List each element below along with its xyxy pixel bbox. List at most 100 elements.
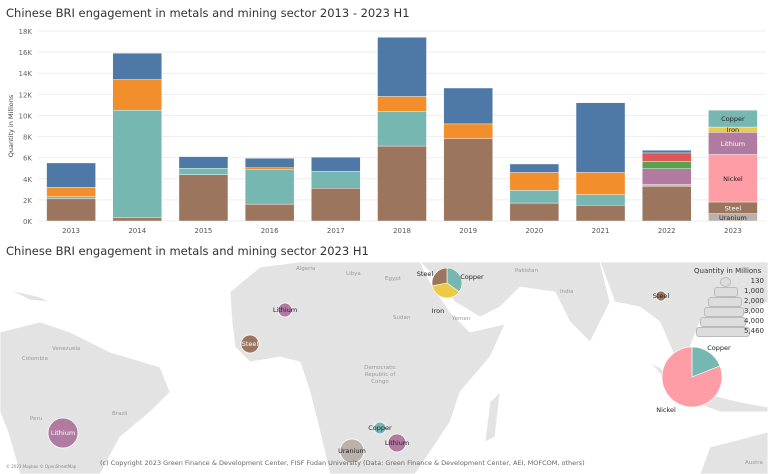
pie-label: Copper	[460, 273, 484, 281]
map-basemap	[0, 262, 768, 474]
x-tick-label: 2019	[459, 227, 477, 235]
bar-segment-2017-blue[interactable]	[311, 156, 361, 172]
bar-segment-2019-orange[interactable]	[443, 123, 493, 139]
x-tick-label: 2022	[658, 227, 676, 235]
land-madagascar	[484, 390, 501, 443]
legend-size-shape	[700, 317, 746, 327]
y-tick-label: 18K	[19, 28, 33, 36]
bar-segment-2014-blue[interactable]	[112, 52, 162, 80]
marker-lithium[interactable]	[277, 302, 293, 318]
marker-label: Lithium	[384, 439, 410, 447]
bar-segment-2022-red[interactable]	[642, 152, 692, 162]
x-tick-label: 2016	[261, 227, 279, 235]
marker-copper[interactable]	[373, 421, 387, 435]
bar-segment-2017-steel[interactable]	[311, 188, 361, 222]
marker-lithium[interactable]	[47, 417, 79, 449]
country-label: India	[560, 289, 574, 295]
marker-label: Steel	[241, 340, 259, 348]
bar-segment-2018-steel[interactable]	[377, 145, 427, 222]
bar-segment-2017-copper[interactable]	[311, 171, 361, 189]
bar-segment-2022-blue[interactable]	[642, 150, 692, 154]
y-tick-label: 4K	[23, 176, 32, 184]
x-tick-label: 2023	[724, 227, 742, 235]
pie-label: Iron	[431, 307, 445, 315]
map-title: Chinese BRI engagement in metals and min…	[6, 244, 369, 258]
segment-label: Nickel	[723, 175, 743, 183]
segment-label: Lithium	[721, 140, 745, 148]
y-tick-label: 6K	[23, 155, 32, 163]
bar-segment-2013-orange[interactable]	[46, 187, 96, 197]
legend-size-label: 1,000	[743, 287, 764, 295]
bar-segment-2016-orange[interactable]	[244, 167, 295, 170]
bar-segment-2020-steel[interactable]	[509, 202, 560, 222]
marker-steel[interactable]	[240, 334, 260, 354]
marker-steel[interactable]	[655, 290, 667, 302]
country-label: Libya	[346, 271, 361, 277]
bar-segment-2021-blue[interactable]	[575, 102, 626, 173]
bar-segment-2016-blue[interactable]	[244, 157, 295, 168]
bar-segment-2022-lithium[interactable]	[642, 168, 692, 185]
land-africa	[229, 262, 506, 474]
bar-segment-2020-blue[interactable]	[509, 163, 560, 173]
map[interactable]: Algeria Libya Egypt Sudan Yemen Pakistan…	[0, 262, 768, 474]
bar-segment-2013-blue[interactable]	[46, 162, 96, 188]
country-label: Brazil	[112, 411, 128, 417]
bar-segment-2018-orange[interactable]	[377, 96, 427, 112]
pie-label: Copper	[707, 344, 731, 352]
marker-uranium[interactable]	[339, 438, 365, 464]
bar-segment-2013-steel[interactable]	[46, 198, 96, 222]
bar-segment-2019-steel[interactable]	[443, 138, 493, 222]
bar-segment-2019-blue[interactable]	[443, 87, 493, 125]
marker-label: Uranium	[338, 447, 366, 455]
bar-segment-2021-copper[interactable]	[575, 194, 626, 206]
bar-segment-2015-copper[interactable]	[178, 168, 229, 175]
bar-segment-2013-copper[interactable]	[46, 196, 96, 200]
bar-segment-2016-copper[interactable]	[244, 169, 295, 205]
bar-segment-2014-orange[interactable]	[112, 79, 162, 111]
legend-size-shape	[696, 327, 750, 337]
bar-segment-2016-steel[interactable]	[244, 203, 295, 222]
y-tick-label: 8K	[23, 134, 32, 142]
pie-label: Steel	[416, 270, 434, 278]
bar-segment-2021-steel[interactable]	[575, 204, 626, 222]
bar-segment-2020-orange[interactable]	[509, 172, 560, 191]
marker-label: Copper	[368, 424, 392, 432]
bar-segment-2022-steel[interactable]	[642, 185, 692, 222]
bar-segment-2018-blue[interactable]	[377, 37, 427, 97]
y-tick-label: 14K	[19, 70, 33, 78]
legend-size-label: 4,000	[743, 317, 764, 325]
x-tick-label: 2021	[592, 227, 610, 235]
bar-segment-2015-blue[interactable]	[178, 156, 229, 169]
legend-size-label: 3,000	[743, 307, 764, 315]
bar-segment-2018-copper[interactable]	[377, 111, 427, 147]
marker-label: Steel	[652, 292, 670, 300]
legend-size-shape	[714, 287, 738, 297]
segment-label: Steel	[725, 204, 742, 212]
pie-slice-steel[interactable]	[431, 267, 448, 287]
bar-segment-2023-nickel[interactable]	[708, 154, 758, 203]
land-australia	[699, 431, 768, 474]
pie-slice-iron[interactable]	[431, 282, 460, 299]
pie-slice-copper[interactable]	[446, 267, 463, 293]
country-label: Austra	[745, 460, 763, 466]
bar-segment-2015-steel[interactable]	[178, 174, 229, 222]
bar-segment-2022-green[interactable]	[642, 161, 692, 169]
legend-size-label: 2,000	[743, 297, 764, 305]
country-label: Peru	[30, 416, 43, 422]
map-attribution[interactable]: © 2023 Mapbox © OpenStreetMap	[6, 464, 77, 469]
y-tick-label: 16K	[19, 49, 33, 57]
country-label: Egypt	[385, 276, 401, 282]
bar-segment-2021-orange[interactable]	[575, 172, 626, 195]
x-tick-label: 2013	[62, 227, 80, 235]
bar-segment-2014-copper[interactable]	[112, 109, 162, 219]
bar-segment-2020-copper[interactable]	[509, 190, 560, 204]
pie-slice-nickel[interactable]	[661, 346, 723, 408]
country-label: Sudan	[393, 315, 411, 321]
bar-segment-2022-nickel[interactable]	[642, 184, 692, 187]
bar-segment-2023-copper[interactable]	[708, 109, 758, 128]
bar-segment-2014-steel[interactable]	[112, 217, 162, 222]
pie-label: Nickel	[656, 406, 676, 414]
marker-lithium[interactable]	[387, 433, 407, 453]
x-tick-label: 2015	[195, 227, 213, 235]
y-tick-label: 12K	[19, 91, 33, 99]
